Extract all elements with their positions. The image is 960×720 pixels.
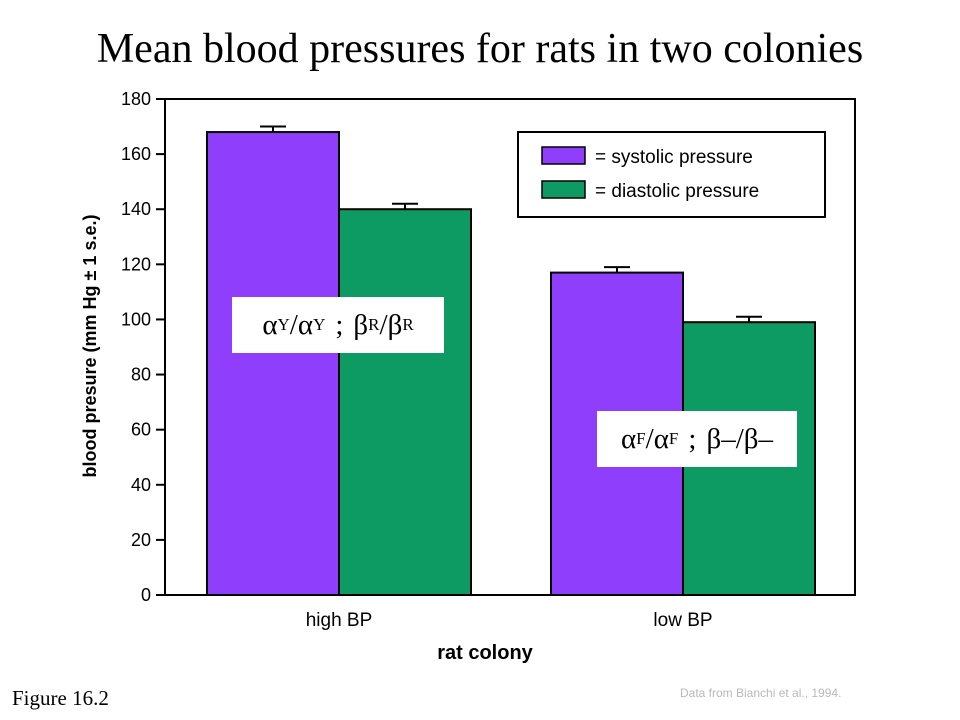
separator: ;: [335, 308, 344, 341]
allele-symbol: β–: [743, 422, 774, 455]
y-axis-label: blood presure (mm Hg ± 1 s.e.): [80, 215, 100, 478]
legend-label-diastolic: = diastolic pressure: [595, 181, 759, 202]
plot-frame: [164, 98, 856, 596]
y-tick-label: 40: [131, 475, 151, 495]
legend-swatch-systolic: [541, 146, 586, 165]
x-axis-label: rat colony: [437, 642, 533, 664]
y-tick-label: 120: [121, 254, 151, 274]
separator: ;: [688, 422, 697, 455]
allele-symbol: β: [353, 308, 369, 341]
x-tick-label: low BP: [653, 610, 712, 631]
y-tick-label: 160: [121, 144, 151, 164]
slash: /: [289, 308, 298, 341]
slash: /: [645, 422, 654, 455]
bar: [338, 208, 472, 596]
y-tick-label: 140: [121, 199, 151, 219]
allele-symbol: α: [297, 308, 314, 341]
legend-frame: [517, 131, 826, 218]
x-axis: high BP low BP: [306, 610, 713, 631]
slash: /: [735, 422, 744, 455]
slash: /: [379, 308, 388, 341]
allele-symbol: β–: [706, 422, 736, 455]
legend-label-systolic: = systolic pressure: [595, 147, 753, 168]
legend-swatch-diastolic: [541, 180, 586, 199]
legend: = systolic pressure = diastolic pressure: [517, 131, 826, 218]
bar: [206, 131, 340, 596]
slide-title: Mean blood pressures for rats in two col…: [96, 26, 864, 72]
y-axis: 0 20 40 60 80 100 120 140 160 180: [121, 89, 165, 605]
y-tick-label: 60: [131, 420, 151, 440]
x-tick-label: high BP: [306, 610, 373, 631]
figure-label: Figure 16.2: [12, 686, 109, 710]
y-tick-label: 180: [121, 89, 151, 109]
allele-symbol: β: [387, 308, 403, 341]
y-tick-label: 80: [131, 365, 151, 385]
source-note: Data from Bianchi et al., 1994.: [680, 686, 842, 700]
allele-symbol: α: [653, 422, 669, 455]
genotype-label-low-bp: α F / α F; β– / β–: [597, 411, 797, 467]
y-tick-label: 100: [121, 309, 151, 329]
genotype-label-high-bp: α Y / α Y; β R / β R: [232, 297, 444, 353]
allele-symbol: α: [620, 422, 637, 455]
y-tick-label: 0: [141, 585, 151, 605]
y-tick-label: 20: [131, 530, 151, 550]
allele-symbol: α: [262, 308, 278, 341]
